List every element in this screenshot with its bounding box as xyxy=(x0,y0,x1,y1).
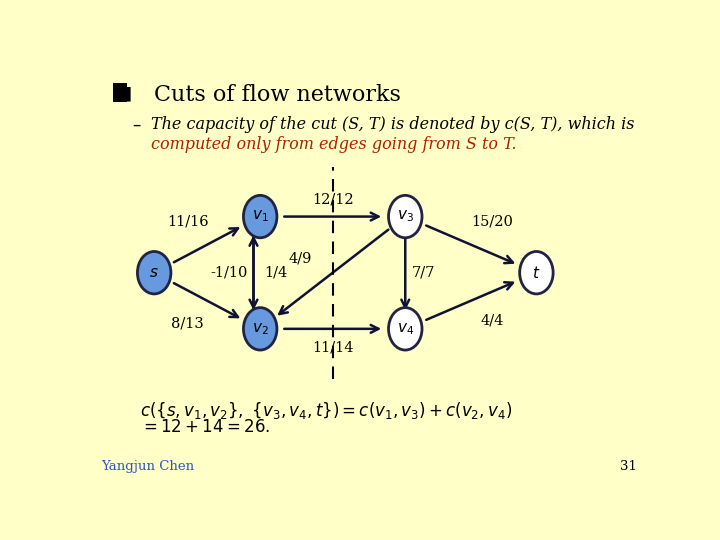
Text: $\mathit{s}$: $\mathit{s}$ xyxy=(149,266,159,280)
Text: Cuts of flow networks: Cuts of flow networks xyxy=(154,84,401,105)
Text: 11/14: 11/14 xyxy=(312,341,354,355)
Text: 8/13: 8/13 xyxy=(171,316,204,330)
Text: 7/7: 7/7 xyxy=(411,266,435,280)
Text: 31: 31 xyxy=(620,460,637,473)
Text: 12/12: 12/12 xyxy=(312,192,354,206)
Text: $v_2$: $v_2$ xyxy=(252,321,269,336)
Text: $c(\{s, v_1, v_2\},\ \{v_3, v_4, t\}) = c(v_1, v_3) + c(v_2, v_4)$: $c(\{s, v_1, v_2\},\ \{v_3, v_4, t\}) = … xyxy=(140,400,513,421)
Ellipse shape xyxy=(389,308,422,350)
Text: $v_1$: $v_1$ xyxy=(252,209,269,225)
Ellipse shape xyxy=(243,195,277,238)
Text: 11/16: 11/16 xyxy=(167,215,209,229)
Text: $v_3$: $v_3$ xyxy=(397,209,414,225)
Text: $= 12 + 14 = 26.$: $= 12 + 14 = 26.$ xyxy=(140,419,271,436)
Text: 15/20: 15/20 xyxy=(471,215,513,229)
Text: 1/4: 1/4 xyxy=(264,266,287,280)
Text: ■: ■ xyxy=(114,84,132,103)
Text: The capacity of the cut (S, T) is denoted by c(S, T), which is: The capacity of the cut (S, T) is denote… xyxy=(151,116,635,132)
Text: 4/9: 4/9 xyxy=(289,251,312,265)
Ellipse shape xyxy=(243,308,277,350)
Text: $\mathit{t}$: $\mathit{t}$ xyxy=(532,265,541,281)
Text: -1/10: -1/10 xyxy=(211,266,248,280)
Text: –: – xyxy=(132,116,140,133)
Text: computed only from edges going from S to T.: computed only from edges going from S to… xyxy=(151,136,517,153)
Ellipse shape xyxy=(520,252,553,294)
Text: $v_4$: $v_4$ xyxy=(397,321,414,336)
Text: 4/4: 4/4 xyxy=(480,314,504,328)
Ellipse shape xyxy=(138,252,171,294)
Text: n: n xyxy=(114,84,127,102)
Ellipse shape xyxy=(389,195,422,238)
Text: Yangjun Chen: Yangjun Chen xyxy=(101,460,194,473)
